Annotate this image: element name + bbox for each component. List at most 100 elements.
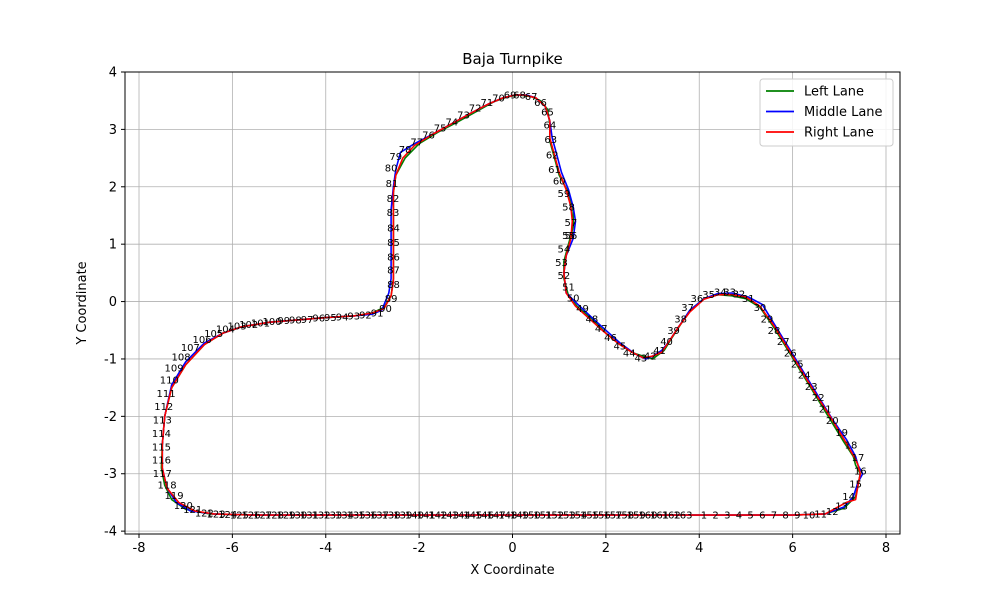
- waypoint-label: 7: [771, 511, 777, 522]
- waypoint-label: 55: [562, 231, 575, 242]
- waypoint-label: 69: [504, 90, 517, 101]
- waypoint-label: 93: [347, 311, 360, 322]
- waypoint-label: 134: [335, 511, 354, 522]
- waypoint-label: 63: [544, 135, 557, 146]
- waypoint-label: 117: [153, 469, 172, 480]
- waypoint-label: 163: [673, 511, 692, 522]
- waypoint-label: 53: [555, 258, 568, 269]
- y-tick-label: 4: [109, 66, 117, 81]
- waypoint-label: 114: [152, 429, 171, 440]
- waypoint-label: 111: [157, 389, 176, 400]
- waypoint-label: 162: [662, 511, 681, 522]
- waypoint-label: 102: [239, 320, 258, 331]
- waypoint-label: 1: [701, 511, 707, 522]
- x-tick-label: -4: [319, 541, 332, 556]
- waypoint-label: 140: [405, 511, 424, 522]
- waypoint-label: 58: [562, 202, 575, 213]
- waypoint-label: 116: [152, 455, 171, 466]
- waypoint-label: 113: [153, 415, 172, 426]
- y-tick-label: -2: [104, 410, 117, 425]
- waypoint-label: 92: [359, 310, 372, 321]
- waypoint-label: 57: [564, 218, 577, 229]
- waypoint-label: 104: [216, 325, 235, 336]
- waypoint-label: 89: [385, 294, 398, 305]
- waypoint-label: 45: [614, 341, 627, 352]
- waypoint-label: 64: [543, 120, 556, 131]
- waypoint-label: 94: [336, 313, 349, 324]
- waypoint-label: 98: [289, 315, 302, 326]
- waypoint-label: 109: [164, 364, 183, 375]
- waypoint-label: 26: [784, 349, 797, 360]
- waypoint-label: 51: [562, 283, 575, 294]
- chart-title: Baja Turnpike: [462, 50, 562, 68]
- waypoint-label: 132: [312, 511, 331, 522]
- waypoint-label: 154: [568, 511, 587, 522]
- waypoint-label: 107: [181, 343, 200, 354]
- waypoint-label: 157: [603, 511, 622, 522]
- waypoint-label: 36: [691, 294, 704, 305]
- waypoint-label: 95: [324, 313, 337, 324]
- y-tick-label: -3: [104, 467, 117, 482]
- waypoint-label: 131: [300, 511, 319, 522]
- waypoint-label: 31: [742, 294, 755, 305]
- waypoint-label: 23: [805, 382, 818, 393]
- x-tick-label: -2: [413, 541, 426, 556]
- waypoint-label: 158: [615, 511, 634, 522]
- waypoint-label: 73: [457, 111, 470, 122]
- waypoint-label: 35: [702, 290, 715, 301]
- lane-lines: [160, 94, 864, 516]
- waypoint-label: 59: [557, 189, 570, 200]
- waypoint-label: 97: [301, 315, 314, 326]
- waypoint-label: 125: [230, 511, 249, 522]
- waypoint-label: 108: [171, 353, 190, 364]
- waypoint-label: 142: [428, 511, 447, 522]
- waypoint-label: 78: [399, 145, 412, 156]
- waypoint-label: 112: [154, 402, 173, 413]
- waypoint-label: 120: [174, 501, 193, 512]
- x-tick-label: 4: [695, 541, 703, 556]
- waypoint-label: 88: [387, 280, 400, 291]
- waypoint-label: 52: [557, 271, 570, 282]
- waypoint-label: 135: [347, 511, 366, 522]
- waypoint-label: 99: [277, 316, 290, 327]
- waypoint-label: 4: [736, 511, 742, 522]
- waypoint-label: 143: [440, 511, 459, 522]
- waypoint-label: 41: [653, 346, 666, 357]
- waypoint-label: 66: [534, 98, 547, 109]
- waypoint-label: 151: [533, 511, 552, 522]
- waypoint-label: 159: [627, 511, 646, 522]
- waypoint-label: 161: [650, 511, 669, 522]
- waypoint-label: 42: [644, 352, 657, 363]
- y-tick-label: 2: [109, 180, 117, 195]
- waypoint-label: 141: [417, 511, 436, 522]
- waypoint-label: 100: [263, 317, 282, 328]
- waypoint-label: 54: [557, 244, 570, 255]
- waypoint-label: 6: [759, 511, 765, 522]
- waypoint-label: 33: [723, 287, 736, 298]
- waypoint-label: 72: [469, 104, 482, 115]
- waypoint-label: 150: [522, 511, 541, 522]
- waypoint-label: 38: [674, 314, 687, 325]
- x-tick-label: -6: [226, 541, 239, 556]
- waypoint-label: 24: [798, 371, 811, 382]
- waypoint-label: 60: [553, 177, 566, 188]
- waypoint-label: 127: [253, 511, 272, 522]
- legend-box: [759, 78, 894, 147]
- waypoint-label: 118: [157, 481, 176, 492]
- waypoint-label: 160: [638, 511, 657, 522]
- waypoint-label: 10: [803, 511, 816, 522]
- waypoint-label: 3: [724, 511, 730, 522]
- waypoint-label: 15: [849, 480, 862, 491]
- waypoint-label: 101: [251, 318, 270, 329]
- waypoint-label: 32: [733, 290, 746, 301]
- y-tick-label: 3: [109, 123, 117, 138]
- waypoint-label: 74: [445, 117, 458, 128]
- legend: Left Lane Middle Lane Right Lane: [759, 78, 894, 147]
- waypoint-label: 27: [777, 337, 790, 348]
- right-lane-line: [161, 94, 862, 516]
- waypoint-label: 14: [842, 492, 855, 503]
- grid: [125, 71, 900, 534]
- waypoint-label: 76: [422, 131, 435, 142]
